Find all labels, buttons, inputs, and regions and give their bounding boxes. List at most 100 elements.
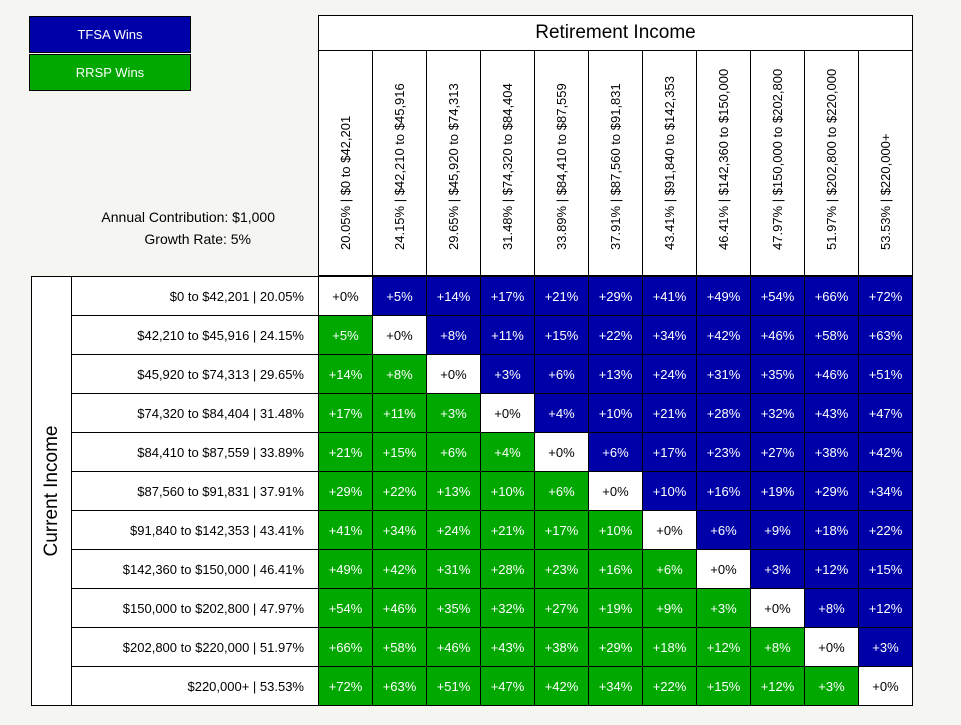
grid-cell: +58% xyxy=(804,315,859,355)
column-header: 53.53% | $220,000+ xyxy=(858,50,913,276)
column-header: 37.91% | $87,560 to $91,831 xyxy=(588,50,643,276)
grid-cell: +54% xyxy=(750,276,805,316)
grid-cell: +3% xyxy=(804,666,859,706)
grid-cell: +0% xyxy=(750,588,805,628)
current-income-header: Current Income xyxy=(31,276,72,706)
grid-cell: +11% xyxy=(480,315,535,355)
grid-cell: +29% xyxy=(588,276,643,316)
grid-cell: +0% xyxy=(372,315,427,355)
grid-cell: +9% xyxy=(750,510,805,550)
grid-cell: +47% xyxy=(858,393,913,433)
grid-cell: +15% xyxy=(696,666,751,706)
grid-cell: +41% xyxy=(318,510,373,550)
grid-cell: +12% xyxy=(804,549,859,589)
grid-cell: +21% xyxy=(480,510,535,550)
grid-cell: +34% xyxy=(588,666,643,706)
column-header-label: 47.97% | $150,000 to $202,800 xyxy=(769,68,785,250)
column-header: 20.05% | $0 to $42,201 xyxy=(318,50,373,276)
grid-cell: +15% xyxy=(534,315,589,355)
row-header: $202,800 to $220,000 | 51.97% xyxy=(71,627,319,667)
column-header: 51.97% | $202,800 to $220,000 xyxy=(804,50,859,276)
grid-cell: +17% xyxy=(318,393,373,433)
grid-cell: +51% xyxy=(426,666,481,706)
grid-cell: +12% xyxy=(750,666,805,706)
grid-cell: +10% xyxy=(642,471,697,511)
grid-cell: +9% xyxy=(642,588,697,628)
grid-cell: +8% xyxy=(372,354,427,394)
grid-cell: +12% xyxy=(696,627,751,667)
grid-cell: +0% xyxy=(480,393,535,433)
grid-cell: +6% xyxy=(426,432,481,472)
row-header: $150,000 to $202,800 | 47.97% xyxy=(71,588,319,628)
grid-cell: +0% xyxy=(318,276,373,316)
grid-cell: +18% xyxy=(642,627,697,667)
grid-cell: +18% xyxy=(804,510,859,550)
grid-cell: +29% xyxy=(804,471,859,511)
grid-cell: +54% xyxy=(318,588,373,628)
grid-cell: +13% xyxy=(426,471,481,511)
grid-cell: +32% xyxy=(480,588,535,628)
grid-cell: +46% xyxy=(804,354,859,394)
grid-cell: +24% xyxy=(426,510,481,550)
grid-cell: +15% xyxy=(858,549,913,589)
column-header-label: 29.65% | $45,920 to $74,313 xyxy=(445,83,461,250)
grid-cell: +34% xyxy=(372,510,427,550)
retirement-income-title: Retirement Income xyxy=(535,22,696,43)
column-header-label: 33.89% | $84,410 to $87,559 xyxy=(553,83,569,250)
column-header-label: 37.91% | $87,560 to $91,831 xyxy=(607,83,623,250)
grid-cell: +46% xyxy=(750,315,805,355)
column-header-label: 24.15% | $42,210 to $45,916 xyxy=(391,83,407,250)
grid-cell: +42% xyxy=(696,315,751,355)
grid-cell: +21% xyxy=(642,393,697,433)
column-header: 46.41% | $142,360 to $150,000 xyxy=(696,50,751,276)
grid-cell: +28% xyxy=(696,393,751,433)
legend-rrsp-wins: RRSP Wins xyxy=(29,54,191,91)
grid-cell: +22% xyxy=(588,315,643,355)
grid-cell: +0% xyxy=(696,549,751,589)
column-header-label: 53.53% | $220,000+ xyxy=(877,133,893,250)
column-header-label: 43.41% | $91,840 to $142,353 xyxy=(661,76,677,250)
grid-cell: +22% xyxy=(858,510,913,550)
grid-cell: +16% xyxy=(696,471,751,511)
grid-cell: +8% xyxy=(804,588,859,628)
comparison-grid: +0% +5% +14% +17% +21% +29% +41% +49% +54% +66% +7… xyxy=(318,276,913,706)
grid-cell: +29% xyxy=(588,627,643,667)
grid-cell: +23% xyxy=(534,549,589,589)
grid-cell: +58% xyxy=(372,627,427,667)
grid-cell: +35% xyxy=(750,354,805,394)
grid-cell: +0% xyxy=(804,627,859,667)
grid-cell: +35% xyxy=(426,588,481,628)
grid-cell: +12% xyxy=(858,588,913,628)
grid-cell: +22% xyxy=(372,471,427,511)
grid-cell: +19% xyxy=(750,471,805,511)
legend-tfsa-label: TFSA Wins xyxy=(77,27,143,42)
grid-cell: +3% xyxy=(696,588,751,628)
grid-cell: +3% xyxy=(480,354,535,394)
grid-cell: +46% xyxy=(372,588,427,628)
grid-cell: +16% xyxy=(588,549,643,589)
growth-rate: Growth Rate: 5% xyxy=(144,231,251,247)
annual-contribution: Annual Contribution: $1,000 xyxy=(101,209,275,225)
grid-cell: +32% xyxy=(750,393,805,433)
grid-cell: +34% xyxy=(642,315,697,355)
row-header: $42,210 to $45,916 | 24.15% xyxy=(71,315,319,355)
grid-cell: +63% xyxy=(858,315,913,355)
grid-cell: +6% xyxy=(534,354,589,394)
grid-cell: +0% xyxy=(534,432,589,472)
grid-cell: +41% xyxy=(642,276,697,316)
column-header: 29.65% | $45,920 to $74,313 xyxy=(426,50,481,276)
grid-cell: +3% xyxy=(750,549,805,589)
column-header: 31.48% | $74,320 to $84,404 xyxy=(480,50,535,276)
column-headers: 20.05% | $0 to $42,201 24.15% | $42,210 t… xyxy=(318,50,913,276)
grid-cell: +6% xyxy=(642,549,697,589)
grid-cell: +46% xyxy=(426,627,481,667)
grid-cell: +11% xyxy=(372,393,427,433)
column-header: 47.97% | $150,000 to $202,800 xyxy=(750,50,805,276)
grid-cell: +23% xyxy=(696,432,751,472)
retirement-income-header: Retirement Income xyxy=(318,15,913,51)
grid-cell: +15% xyxy=(372,432,427,472)
grid-cell: +17% xyxy=(534,510,589,550)
grid-cell: +0% xyxy=(642,510,697,550)
grid-cell: +34% xyxy=(858,471,913,511)
grid-cell: +29% xyxy=(318,471,373,511)
